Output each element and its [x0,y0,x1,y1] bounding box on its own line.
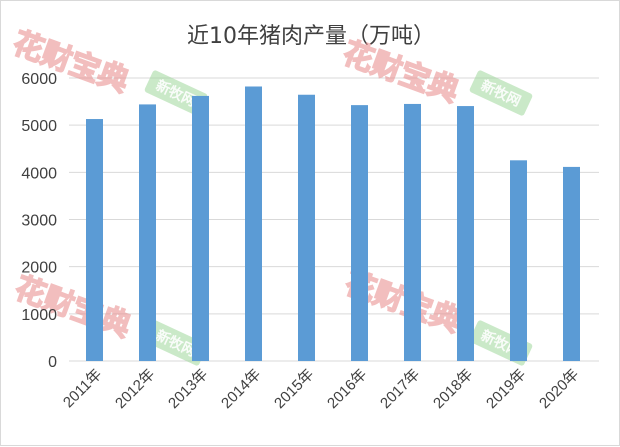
watermark-green-badge [469,70,533,116]
bar [86,119,103,361]
watermark-green-badge [144,70,208,116]
x-tick-label: 2018年 [430,366,476,412]
bar [457,106,474,361]
chart-title: 近10年猪肉产量（万吨） [187,24,435,49]
x-tick-label: 2020年 [536,366,582,412]
y-axis-ticks: 0 1000 2000 3000 4000 5000 6000 [21,71,57,371]
bars [86,86,580,362]
x-tick-label: 2015年 [271,366,317,412]
bar [139,104,156,361]
y-tick-label: 4000 [21,165,57,182]
x-tick-label: 2016年 [324,366,370,412]
bar [245,86,262,362]
bar [404,103,421,362]
x-tick-label: 2011年 [60,366,105,411]
bar [351,105,368,361]
y-tick-label: 0 [48,354,57,371]
watermark-green-badge [144,320,208,366]
bar [510,160,527,361]
x-tick-label: 2012年 [112,366,158,412]
x-tick-label: 2017年 [377,366,423,412]
watermark-green: 新牧网 [144,70,208,116]
bar [298,94,315,361]
watermark-red: 花财宝典 [8,26,133,100]
x-tick-label: 2019年 [483,366,529,412]
y-tick-label: 3000 [21,213,57,230]
watermark-green: 新牧网 [469,70,533,116]
y-tick-label: 5000 [21,118,57,135]
bar [563,166,580,361]
y-tick-label: 6000 [21,71,57,88]
x-axis-ticks: 2011年 2012年 2013年 2014年 2015年 2016年 2017年 2018年… [60,366,582,412]
x-tick-label: 2014年 [218,366,264,412]
y-tick-label: 1000 [21,307,57,324]
y-tick-label: 2000 [21,260,57,277]
x-tick-label: 2013年 [165,366,211,412]
bar [192,95,209,361]
